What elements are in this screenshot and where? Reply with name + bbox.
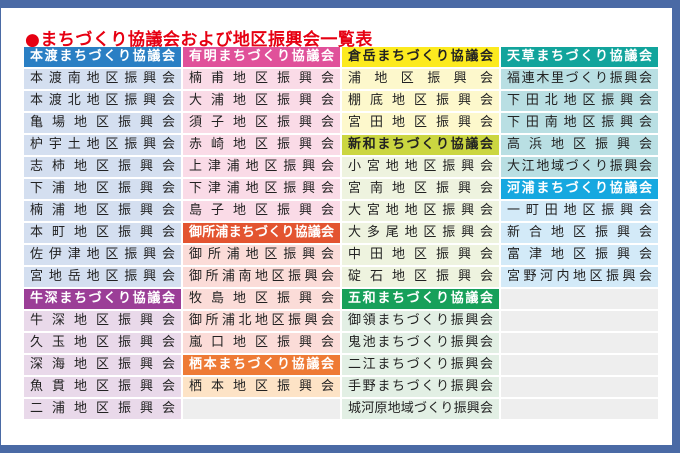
association-cell: 久玉地区振興会 [24, 333, 181, 353]
association-cell: 下田北地区振興会 [501, 91, 658, 111]
table-column: 倉岳まちづくり協議会 浦地区振興会 棚底地区振興会 宮田地区振興会 新和まちづくり協議会… [342, 47, 499, 419]
table-column: 本渡まちづくり協議会 本渡南地区振興会 本渡北地区振興会 亀場地区振興会 枦宇土地区振興… [24, 47, 181, 419]
association-cell: 本渡南地区振興会 [24, 69, 181, 89]
association-cell: 牧島地区振興会 [183, 289, 340, 309]
association-cell: 上津浦地区振興会 [183, 157, 340, 177]
association-cell: 大江地域づくり振興会 [501, 157, 658, 177]
association-cell: 浦地区振興会 [342, 69, 499, 89]
council-header: 有明まちづくり協議会 [183, 47, 340, 67]
empty-cell [501, 333, 658, 353]
association-cell: 棚底地区振興会 [342, 91, 499, 111]
council-header: 栖本まちづくり協議会 [183, 355, 340, 375]
association-cell: 赤崎地区振興会 [183, 135, 340, 155]
council-header: 新和まちづくり協議会 [342, 135, 499, 155]
association-cell: 本町地区振興会 [24, 223, 181, 243]
council-header: 天草まちづくり協議会 [501, 47, 658, 67]
association-cell: 大多尾地区振興会 [342, 223, 499, 243]
association-cell: 御領まちづくり振興会 [342, 311, 499, 331]
association-cell: 二江まちづくり振興会 [342, 355, 499, 375]
association-cell: 手野まちづくり振興会 [342, 377, 499, 397]
empty-cell [501, 399, 658, 419]
association-cell: 栖本地区振興会 [183, 377, 340, 397]
table-column: 天草まちづくり協議会 福連木里づくり振興会 下田北地区振興会 下田南地区振興会 高浜地区… [501, 47, 658, 419]
association-cell: 福連木里づくり振興会 [501, 69, 658, 89]
empty-cell [501, 355, 658, 375]
empty-cell [501, 377, 658, 397]
association-cell: 下津浦地区振興会 [183, 179, 340, 199]
council-header: 五和まちづくり協議会 [342, 289, 499, 309]
association-cell: 高浜地区振興会 [501, 135, 658, 155]
association-cell: 志柿地区振興会 [24, 157, 181, 177]
association-cell: 深海地区振興会 [24, 355, 181, 375]
association-cell: 下浦地区振興会 [24, 179, 181, 199]
empty-cell [183, 399, 340, 419]
association-cell: 一町田地区振興会 [501, 201, 658, 221]
association-cell: 楠浦地区振興会 [24, 201, 181, 221]
association-cell: 二浦地区振興会 [24, 399, 181, 419]
association-cell: 須子地区振興会 [183, 113, 340, 133]
empty-cell [501, 289, 658, 309]
council-header: 牛深まちづくり協議会 [24, 289, 181, 309]
association-cell: 佐伊津地区振興会 [24, 245, 181, 265]
association-cell: 新合地区振興会 [501, 223, 658, 243]
association-cell: 御所浦南地区振興会 [183, 267, 340, 287]
council-header: 本渡まちづくり協議会 [24, 47, 181, 67]
page-title: ●まちづくり協議会および地区振興会一覧表 [25, 30, 373, 50]
association-cell: 嵐口地区振興会 [183, 333, 340, 353]
association-cell: 城河原地域づくり振興会 [342, 399, 499, 419]
association-cell: 鬼池まちづくり振興会 [342, 333, 499, 353]
association-cell: 枦宇土地区振興会 [24, 135, 181, 155]
association-cell: 宮地岳地区振興会 [24, 267, 181, 287]
association-cell: 下田南地区振興会 [501, 113, 658, 133]
association-cell: 中田地区振興会 [342, 245, 499, 265]
association-cell: 大浦地区振興会 [183, 91, 340, 111]
association-cell: 碇石地区振興会 [342, 267, 499, 287]
association-cell: 富津地区振興会 [501, 245, 658, 265]
association-cell: 本渡北地区振興会 [24, 91, 181, 111]
association-cell: 魚貫地区振興会 [24, 377, 181, 397]
association-cell: 御所浦地区振興会 [183, 245, 340, 265]
association-cell: 楠甫地区振興会 [183, 69, 340, 89]
council-header: 倉岳まちづくり協議会 [342, 47, 499, 67]
association-cell: 大宮地地区振興会 [342, 201, 499, 221]
association-cell: 御所浦北地区振興会 [183, 311, 340, 331]
association-cell: 島子地区振興会 [183, 201, 340, 221]
council-header: 河浦まちづくり協議会 [501, 179, 658, 199]
association-cell: 亀場地区振興会 [24, 113, 181, 133]
association-cell: 宮田地区振興会 [342, 113, 499, 133]
table-column: 有明まちづくり協議会 楠甫地区振興会 大浦地区振興会 須子地区振興会 赤崎地区振興会 上津… [183, 47, 340, 419]
association-cell: 牛深地区振興会 [24, 311, 181, 331]
association-cell: 小宮地地区振興会 [342, 157, 499, 177]
council-table: 本渡まちづくり協議会 本渡南地区振興会 本渡北地区振興会 亀場地区振興会 枦宇土地区振興… [24, 47, 658, 419]
council-header: 御所浦まちづくり協議会 [183, 223, 340, 243]
association-cell: 宮南地区振興会 [342, 179, 499, 199]
association-cell: 宮野河内地区振興会 [501, 267, 658, 287]
empty-cell [501, 311, 658, 331]
